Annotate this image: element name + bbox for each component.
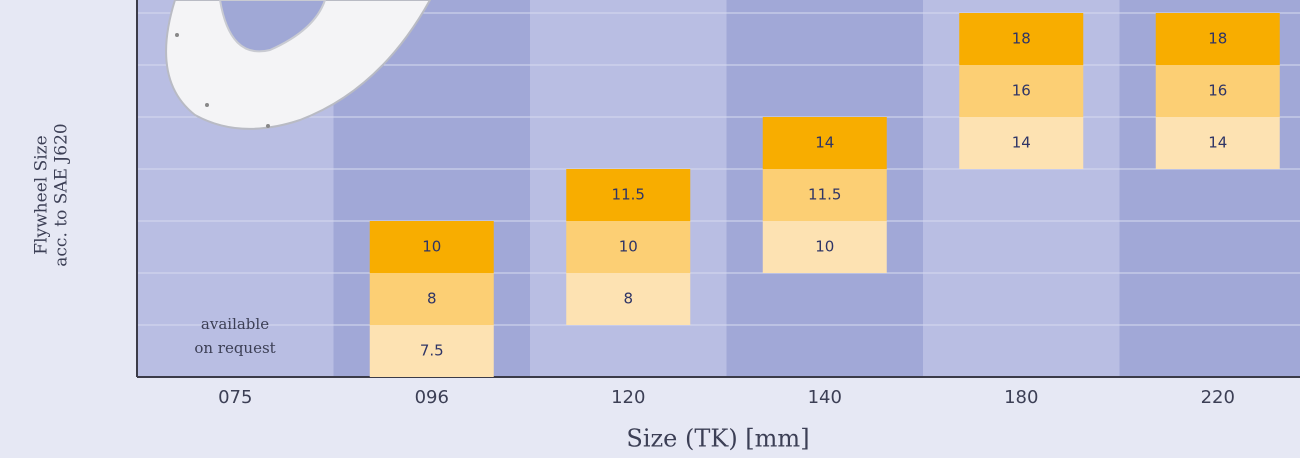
note: on request (194, 339, 275, 357)
cell (762, 117, 887, 169)
cell-label: 10 (815, 238, 834, 256)
x-tick-label: 120 (611, 387, 645, 408)
cell-label: 11.5 (808, 186, 841, 204)
cell-label: 18 (1012, 30, 1031, 48)
cell (762, 221, 887, 273)
cell-label: 16 (1208, 82, 1227, 100)
cell (959, 65, 1084, 117)
flywheel-illustration (165, 0, 432, 130)
cell-label: 14 (1208, 134, 1227, 152)
cell-label: 16 (1012, 82, 1031, 100)
cell (566, 221, 691, 273)
cell (1155, 65, 1280, 117)
cell-label: 7.5 (420, 342, 444, 360)
y-axis-title: Flywheel Size (32, 135, 52, 254)
cell-label: 8 (427, 290, 437, 308)
x-tick-label: 075 (218, 387, 252, 408)
plot-background (137, 0, 1300, 377)
note: available (201, 315, 269, 333)
cell (369, 325, 494, 377)
x-tick-label: 180 (1004, 387, 1038, 408)
x-tick-label: 220 (1201, 387, 1235, 408)
cell (369, 221, 494, 273)
cell (369, 273, 494, 325)
cell-label: 14 (815, 134, 834, 152)
cell (959, 13, 1084, 65)
y-axis-title: acc. to SAE J620 (52, 123, 72, 266)
cell (762, 169, 887, 221)
cell (1155, 13, 1280, 65)
cell-label: 10 (619, 238, 638, 256)
cell-label: 11.5 (612, 186, 645, 204)
x-tick-label: 096 (415, 387, 449, 408)
x-axis-title: Size (TK) [mm] (626, 425, 809, 453)
cell (1155, 117, 1280, 169)
cell (566, 169, 691, 221)
cell-label: 14 (1012, 134, 1031, 152)
cell-label: 18 (1208, 30, 1227, 48)
cell-label: 10 (422, 238, 441, 256)
cell (959, 117, 1084, 169)
cell-label: 8 (623, 290, 633, 308)
cell (566, 273, 691, 325)
x-tick-label: 140 (808, 387, 842, 408)
